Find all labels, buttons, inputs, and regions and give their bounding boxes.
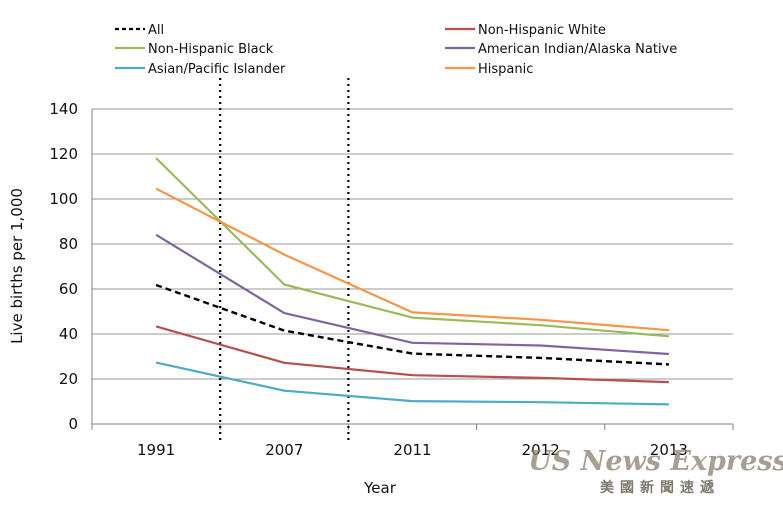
x-axis-title: Year: [363, 479, 397, 497]
series-line-all: [155, 283, 669, 366]
y-tick-labels: 0 20 40 60 80 100 120 140: [49, 100, 78, 433]
y-tick-label-0: 0: [68, 415, 78, 433]
y-tick-label-20: 20: [59, 370, 78, 388]
x-tick-label-2013: 2013: [650, 441, 688, 459]
watermark-latin: US News Express: [528, 446, 783, 477]
series-line-asian-pacific-islander: [155, 361, 669, 406]
x-tick-label-2011: 2011: [393, 441, 431, 459]
y-tick-label-140: 140: [49, 100, 78, 118]
x-tick-labels: 1991 2007 2011 2012 2013: [137, 441, 688, 459]
y-tick-label-60: 60: [59, 280, 78, 298]
watermark-cjk: 美國新聞速遞: [600, 479, 720, 496]
series-line-non-hispanic-white: [155, 325, 669, 384]
series-line-american-indian-alaska-native: [155, 233, 669, 356]
x-tick-label-1991: 1991: [137, 441, 175, 459]
y-axis-title: Live births per 1,000: [8, 188, 26, 344]
gridlines: [91, 108, 733, 425]
x-tick-label-2007: 2007: [265, 441, 303, 459]
legend-label-non-hispanic-white: Non-Hispanic White: [478, 23, 606, 38]
x-tick-label-2012: 2012: [522, 441, 560, 459]
series-line-non-hispanic-black: [155, 157, 669, 338]
period-separators: [219, 78, 350, 440]
y-tick-label-40: 40: [59, 325, 78, 343]
series-lines: [155, 157, 669, 406]
legend-label-all: All: [148, 23, 164, 38]
legend: All Non-Hispanic White Non-Hispanic Black A…: [115, 23, 677, 77]
x-axis-ticks: [91, 424, 734, 430]
legend-label-american-indian-alaska-native: American Indian/Alaska Native: [478, 42, 677, 57]
legend-label-asian-pacific-islander: Asian/Pacific Islander: [148, 62, 286, 77]
legend-label-non-hispanic-black: Non-Hispanic Black: [148, 42, 274, 57]
y-tick-label-80: 80: [59, 235, 78, 253]
y-tick-label-120: 120: [49, 145, 78, 163]
legend-label-hispanic: Hispanic: [478, 62, 533, 77]
series-line-hispanic: [155, 187, 669, 332]
y-tick-label-100: 100: [49, 190, 78, 208]
watermark: US News Express 美國新聞速遞: [528, 446, 783, 496]
